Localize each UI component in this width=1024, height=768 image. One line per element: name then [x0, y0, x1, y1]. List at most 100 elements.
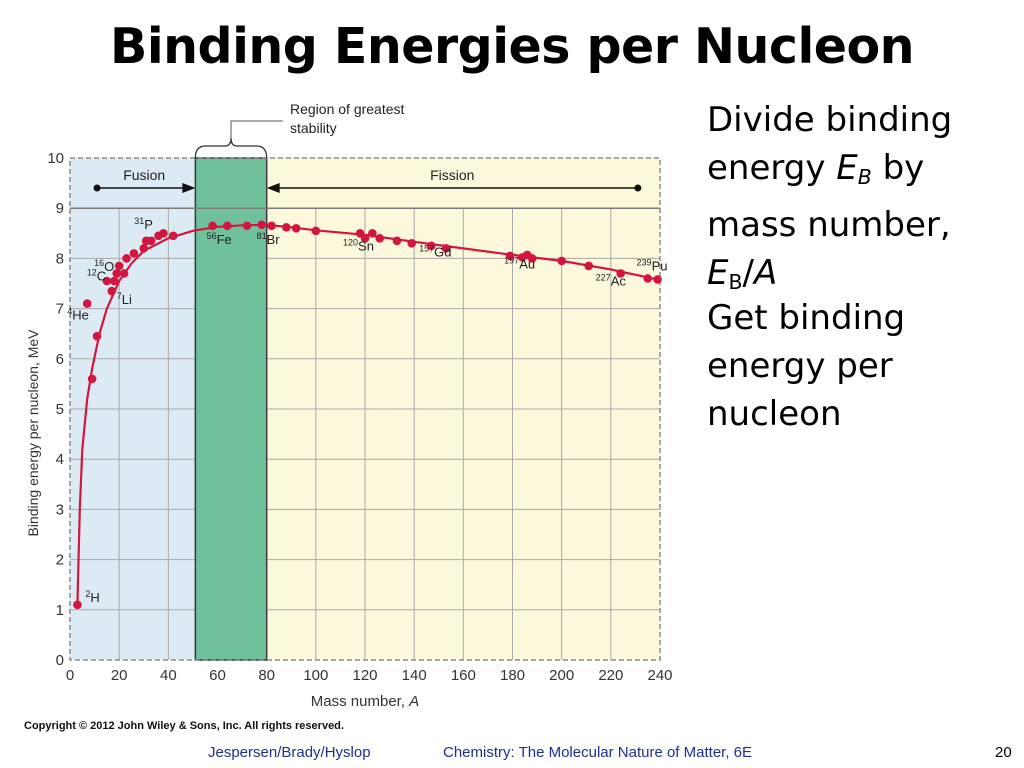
nuclide-label-p: 31P — [134, 216, 153, 232]
data-point — [392, 236, 402, 246]
data-point — [73, 600, 82, 610]
fission-arrowhead-icon — [266, 183, 280, 193]
x-tick-label: 100 — [303, 667, 328, 684]
data-point — [92, 331, 102, 341]
x-tick-label: 160 — [451, 667, 476, 684]
x-tick-label: 180 — [500, 667, 525, 684]
y-tick-label: 1 — [56, 602, 64, 619]
y-tick-label: 8 — [56, 250, 64, 267]
data-point — [242, 221, 252, 231]
data-point — [427, 241, 436, 251]
y-tick-label: 3 — [56, 501, 64, 518]
plot-frame — [69, 157, 661, 661]
bullet-line: Divide binding — [707, 100, 953, 140]
data-point — [368, 229, 377, 238]
fission-arrow-dot — [634, 184, 642, 192]
stability-caption-line1: Region of greatest — [290, 101, 405, 117]
data-point — [441, 244, 451, 253]
slide-title: Binding Energies per Nucleon — [109, 18, 915, 75]
data-point — [375, 234, 385, 243]
x-tick-label: 60 — [209, 667, 226, 684]
symbol-E: E — [707, 253, 729, 294]
symbol-B: B — [728, 270, 743, 295]
data-point — [584, 261, 594, 271]
y-tick-label: 10 — [47, 150, 64, 167]
data-point — [114, 261, 124, 271]
copyright-notice: Copyright © 2012 John Wiley & Sons, Inc.… — [24, 720, 344, 732]
x-tick-label: 0 — [66, 667, 74, 684]
nuclide-label-h: 2H — [85, 589, 99, 605]
y-tick-label: 7 — [56, 301, 64, 318]
nuclide-label-c: 12C — [87, 267, 106, 283]
data-point — [653, 275, 662, 284]
y-tick-label: 0 — [56, 652, 64, 669]
nuclide-label-br: 81Br — [257, 231, 281, 247]
data-point — [139, 244, 149, 253]
data-point — [102, 276, 112, 286]
data-point — [82, 299, 92, 308]
footer-book-title: Chemistry: The Molecular Nature of Matte… — [443, 744, 753, 761]
data-point — [87, 374, 97, 384]
x-tick-label: 20 — [111, 667, 128, 684]
x-tick-label: 80 — [258, 667, 275, 684]
fission-label: Fission — [430, 167, 474, 183]
nuclide-label-sn: 120Sn — [343, 237, 374, 253]
y-tick-label: 9 — [56, 200, 64, 217]
bullet-get: Get binding energy per nucleon — [707, 294, 1007, 438]
x-axis-title: Mass number, A — [311, 693, 419, 710]
y-axis-title: Binding energy per nucleon, MeV — [25, 329, 41, 537]
data-point — [407, 239, 417, 248]
data-point — [129, 249, 139, 258]
footer-authors: Jespersen/Brady/Hyslop — [208, 744, 371, 761]
x-tick-label: 40 — [160, 667, 177, 684]
data-point — [146, 236, 156, 246]
data-point — [291, 223, 301, 233]
bullet-line: mass number, — [707, 205, 951, 246]
data-point — [557, 256, 566, 266]
bullet-line: energy per — [707, 346, 893, 386]
data-point — [311, 226, 321, 236]
x-tick-label: 220 — [598, 667, 623, 684]
data-point — [360, 234, 370, 243]
data-point — [267, 221, 276, 231]
slash: / — [742, 253, 754, 294]
nuclide-label-li: 7Li — [117, 291, 132, 307]
bullet-line: nucleon — [707, 394, 842, 434]
y-tick-label: 6 — [56, 351, 64, 368]
x-tick-label: 140 — [402, 667, 427, 684]
data-point — [109, 276, 119, 286]
bullet-line: energy EB by — [707, 144, 1007, 201]
page-number: 20 — [995, 744, 1012, 761]
stability-brace-icon — [194, 137, 268, 159]
data-point — [122, 254, 131, 263]
nuclide-label-pu: 239Pu — [637, 257, 668, 273]
data-point — [223, 221, 232, 231]
stability-band — [194, 157, 268, 661]
bullet-word: by — [882, 148, 925, 188]
symbol-E: E — [836, 148, 858, 188]
symbol-B: B — [857, 165, 872, 190]
y-tick-label: 4 — [56, 451, 64, 468]
stability-caption-line2: stability — [290, 120, 337, 136]
nuclide-label-fe: 56Fe — [207, 231, 232, 247]
fusion-arrowhead-icon — [182, 183, 196, 193]
data-point — [208, 221, 217, 231]
y-tick-label: 5 — [56, 401, 64, 418]
data-point — [527, 254, 537, 263]
data-point — [616, 269, 625, 278]
y-tick-label: 2 — [56, 552, 64, 569]
data-point — [168, 231, 178, 241]
stability-leader-line — [230, 120, 283, 138]
binding-energy-curve — [76, 223, 661, 605]
bullet-word: energy — [707, 148, 826, 188]
bullet-line: EB/A — [707, 249, 1007, 306]
data-point — [112, 269, 122, 278]
symbol-A: A — [753, 253, 778, 294]
data-point — [505, 251, 515, 261]
x-tick-label: 240 — [647, 667, 672, 684]
x-tick-label: 120 — [352, 667, 377, 684]
nuclide-label-gd: 157Gd — [419, 243, 451, 259]
bullet-divide: Divide binding energy EB by mass number,… — [707, 96, 1007, 306]
x-tick-label: 200 — [549, 667, 574, 684]
data-point — [282, 222, 291, 232]
